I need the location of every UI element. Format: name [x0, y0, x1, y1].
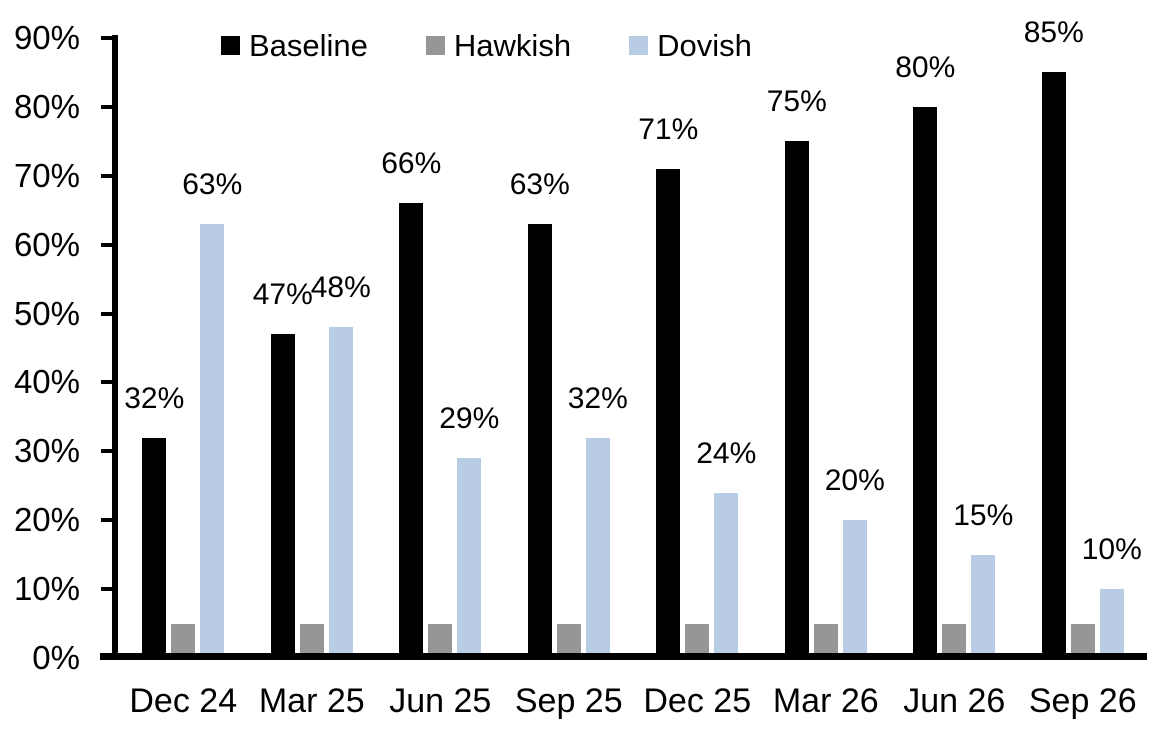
y-axis-tick: [101, 173, 113, 178]
data-label: 29%: [439, 402, 500, 436]
y-axis-tick: [101, 242, 113, 247]
bar: [842, 520, 867, 658]
y-axis-line: [112, 35, 118, 660]
y-axis-tick-label: 50%: [13, 294, 80, 332]
bar: [942, 623, 967, 658]
bar: [585, 437, 610, 658]
bar: [527, 224, 552, 658]
bar: [714, 492, 739, 658]
bar: [971, 554, 996, 658]
x-axis-label: Dec 24: [129, 682, 238, 720]
legend-label-hawkish: Hawkish: [453, 28, 572, 63]
bar: [457, 458, 482, 658]
y-axis-tick: [101, 36, 113, 40]
y-axis-tick: [101, 449, 113, 454]
data-label: 20%: [824, 464, 885, 498]
bar: [656, 168, 681, 658]
data-label: 10%: [1081, 533, 1142, 567]
bar: [784, 141, 809, 658]
bar: [270, 334, 295, 658]
y-axis-tick-label: 40%: [13, 363, 80, 401]
y-axis-tick-label: 80%: [13, 87, 80, 125]
x-axis-line: [100, 653, 1147, 660]
data-label: 71%: [638, 112, 699, 146]
data-label: 15%: [953, 498, 1014, 532]
bar: [1099, 589, 1124, 658]
x-axis-label: Sep 26: [1028, 682, 1137, 720]
bar: [1041, 72, 1066, 658]
bar: [1070, 623, 1095, 658]
x-axis-label: Dec 25: [643, 682, 752, 720]
legend-swatch-dovish-icon: [629, 36, 649, 55]
bar: [685, 623, 710, 658]
bar: [428, 623, 453, 658]
bar: [299, 623, 324, 658]
x-axis-label: Jun 26: [903, 682, 1006, 720]
bar: [399, 203, 424, 658]
y-axis-tick-label: 30%: [13, 432, 80, 470]
data-label: 75%: [766, 85, 827, 119]
bar: [200, 224, 225, 658]
legend-swatch-hawkish-icon: [425, 36, 445, 55]
data-label: 47%: [252, 278, 313, 312]
bar: [813, 623, 838, 658]
y-axis-tick-label: 60%: [13, 225, 80, 263]
y-axis-tick: [101, 518, 113, 523]
legend-label-dovish: Dovish: [657, 28, 752, 63]
bar: [913, 106, 938, 658]
y-axis-tick-label: 90%: [13, 19, 80, 56]
x-axis-label: Jun 25: [389, 682, 492, 720]
y-axis-tick-label: 70%: [13, 156, 80, 194]
legend-swatch-baseline-icon: [221, 36, 240, 55]
y-axis-tick-label: 0%: [32, 639, 80, 676]
legend-item-baseline: Baseline: [221, 30, 368, 61]
bar: [142, 437, 167, 658]
legend-item-dovish: Dovish: [629, 30, 752, 61]
data-label: 66%: [381, 147, 442, 181]
data-label: 48%: [310, 271, 371, 305]
y-axis-tick: [101, 104, 113, 109]
y-axis-tick: [101, 380, 113, 385]
y-axis-tick-label: 10%: [13, 570, 80, 608]
data-label: 24%: [696, 436, 757, 470]
bar: [556, 623, 581, 658]
data-label: 32%: [124, 381, 185, 415]
x-axis-label: Mar 25: [258, 682, 365, 720]
y-axis-tick-label: 20%: [13, 501, 80, 539]
bar: [328, 327, 353, 658]
data-label: 85%: [1023, 16, 1084, 50]
x-axis-label: Sep 25: [514, 682, 623, 720]
plot-area: 32% 63% 47% 48% 66% 29% 63% 32% 71% 24% 75% 20% 80% 1…: [119, 18, 1147, 658]
x-axis-label: Mar 26: [772, 682, 879, 720]
y-axis-tick: [101, 311, 113, 316]
legend-item-hawkish: Hawkish: [425, 28, 572, 63]
y-axis-tick: [101, 587, 113, 592]
chart-legend: Baseline Hawkish Dovish: [221, 30, 752, 61]
data-label: 32%: [567, 381, 628, 415]
data-label: 63%: [509, 168, 570, 201]
data-label: 80%: [895, 50, 956, 84]
data-label: 63%: [182, 168, 243, 201]
bar: [171, 623, 196, 658]
legend-label-baseline: Baseline: [249, 28, 368, 63]
